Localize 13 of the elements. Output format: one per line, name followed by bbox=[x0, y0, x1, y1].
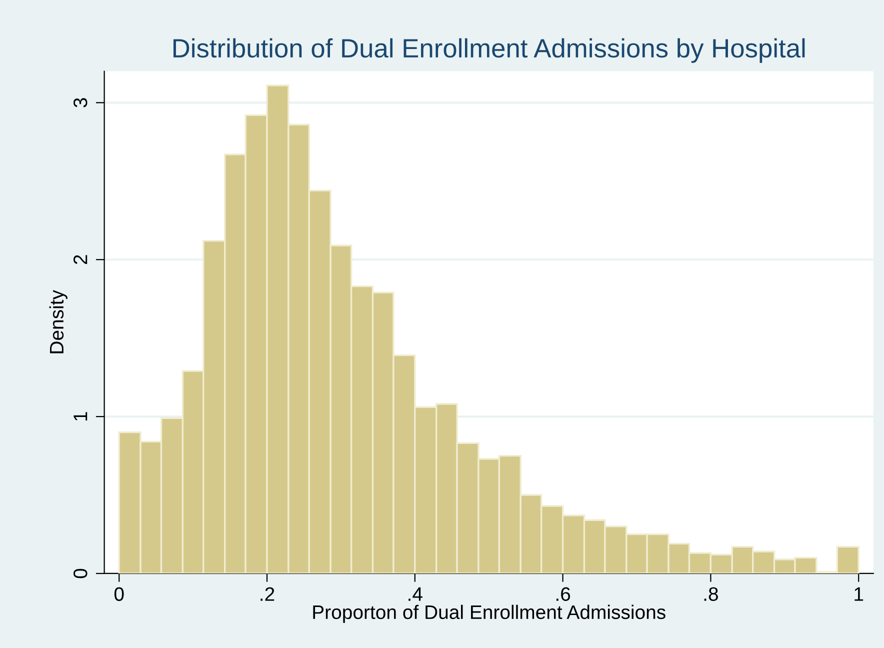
x-tick-label: 1 bbox=[854, 587, 864, 601]
y-axis-title: Density bbox=[49, 290, 68, 354]
x-tick-label: 0 bbox=[114, 587, 124, 601]
y-tick-label: 1 bbox=[74, 412, 88, 420]
y-tick-label: 2 bbox=[74, 255, 88, 264]
y-tick-label: 3 bbox=[74, 98, 88, 108]
x-tick-label: .6 bbox=[556, 587, 570, 601]
x-tick-label: .2 bbox=[260, 587, 274, 601]
x-axis-title: Proporton of Dual Enrollment Admissions bbox=[313, 604, 666, 623]
x-tick-label: .4 bbox=[408, 587, 422, 601]
y-tick-label: 0 bbox=[74, 568, 88, 578]
chart-title: Distribution of Dual Enrollment Admissions by Hospital bbox=[173, 38, 805, 63]
x-tick-label: .8 bbox=[704, 587, 718, 601]
